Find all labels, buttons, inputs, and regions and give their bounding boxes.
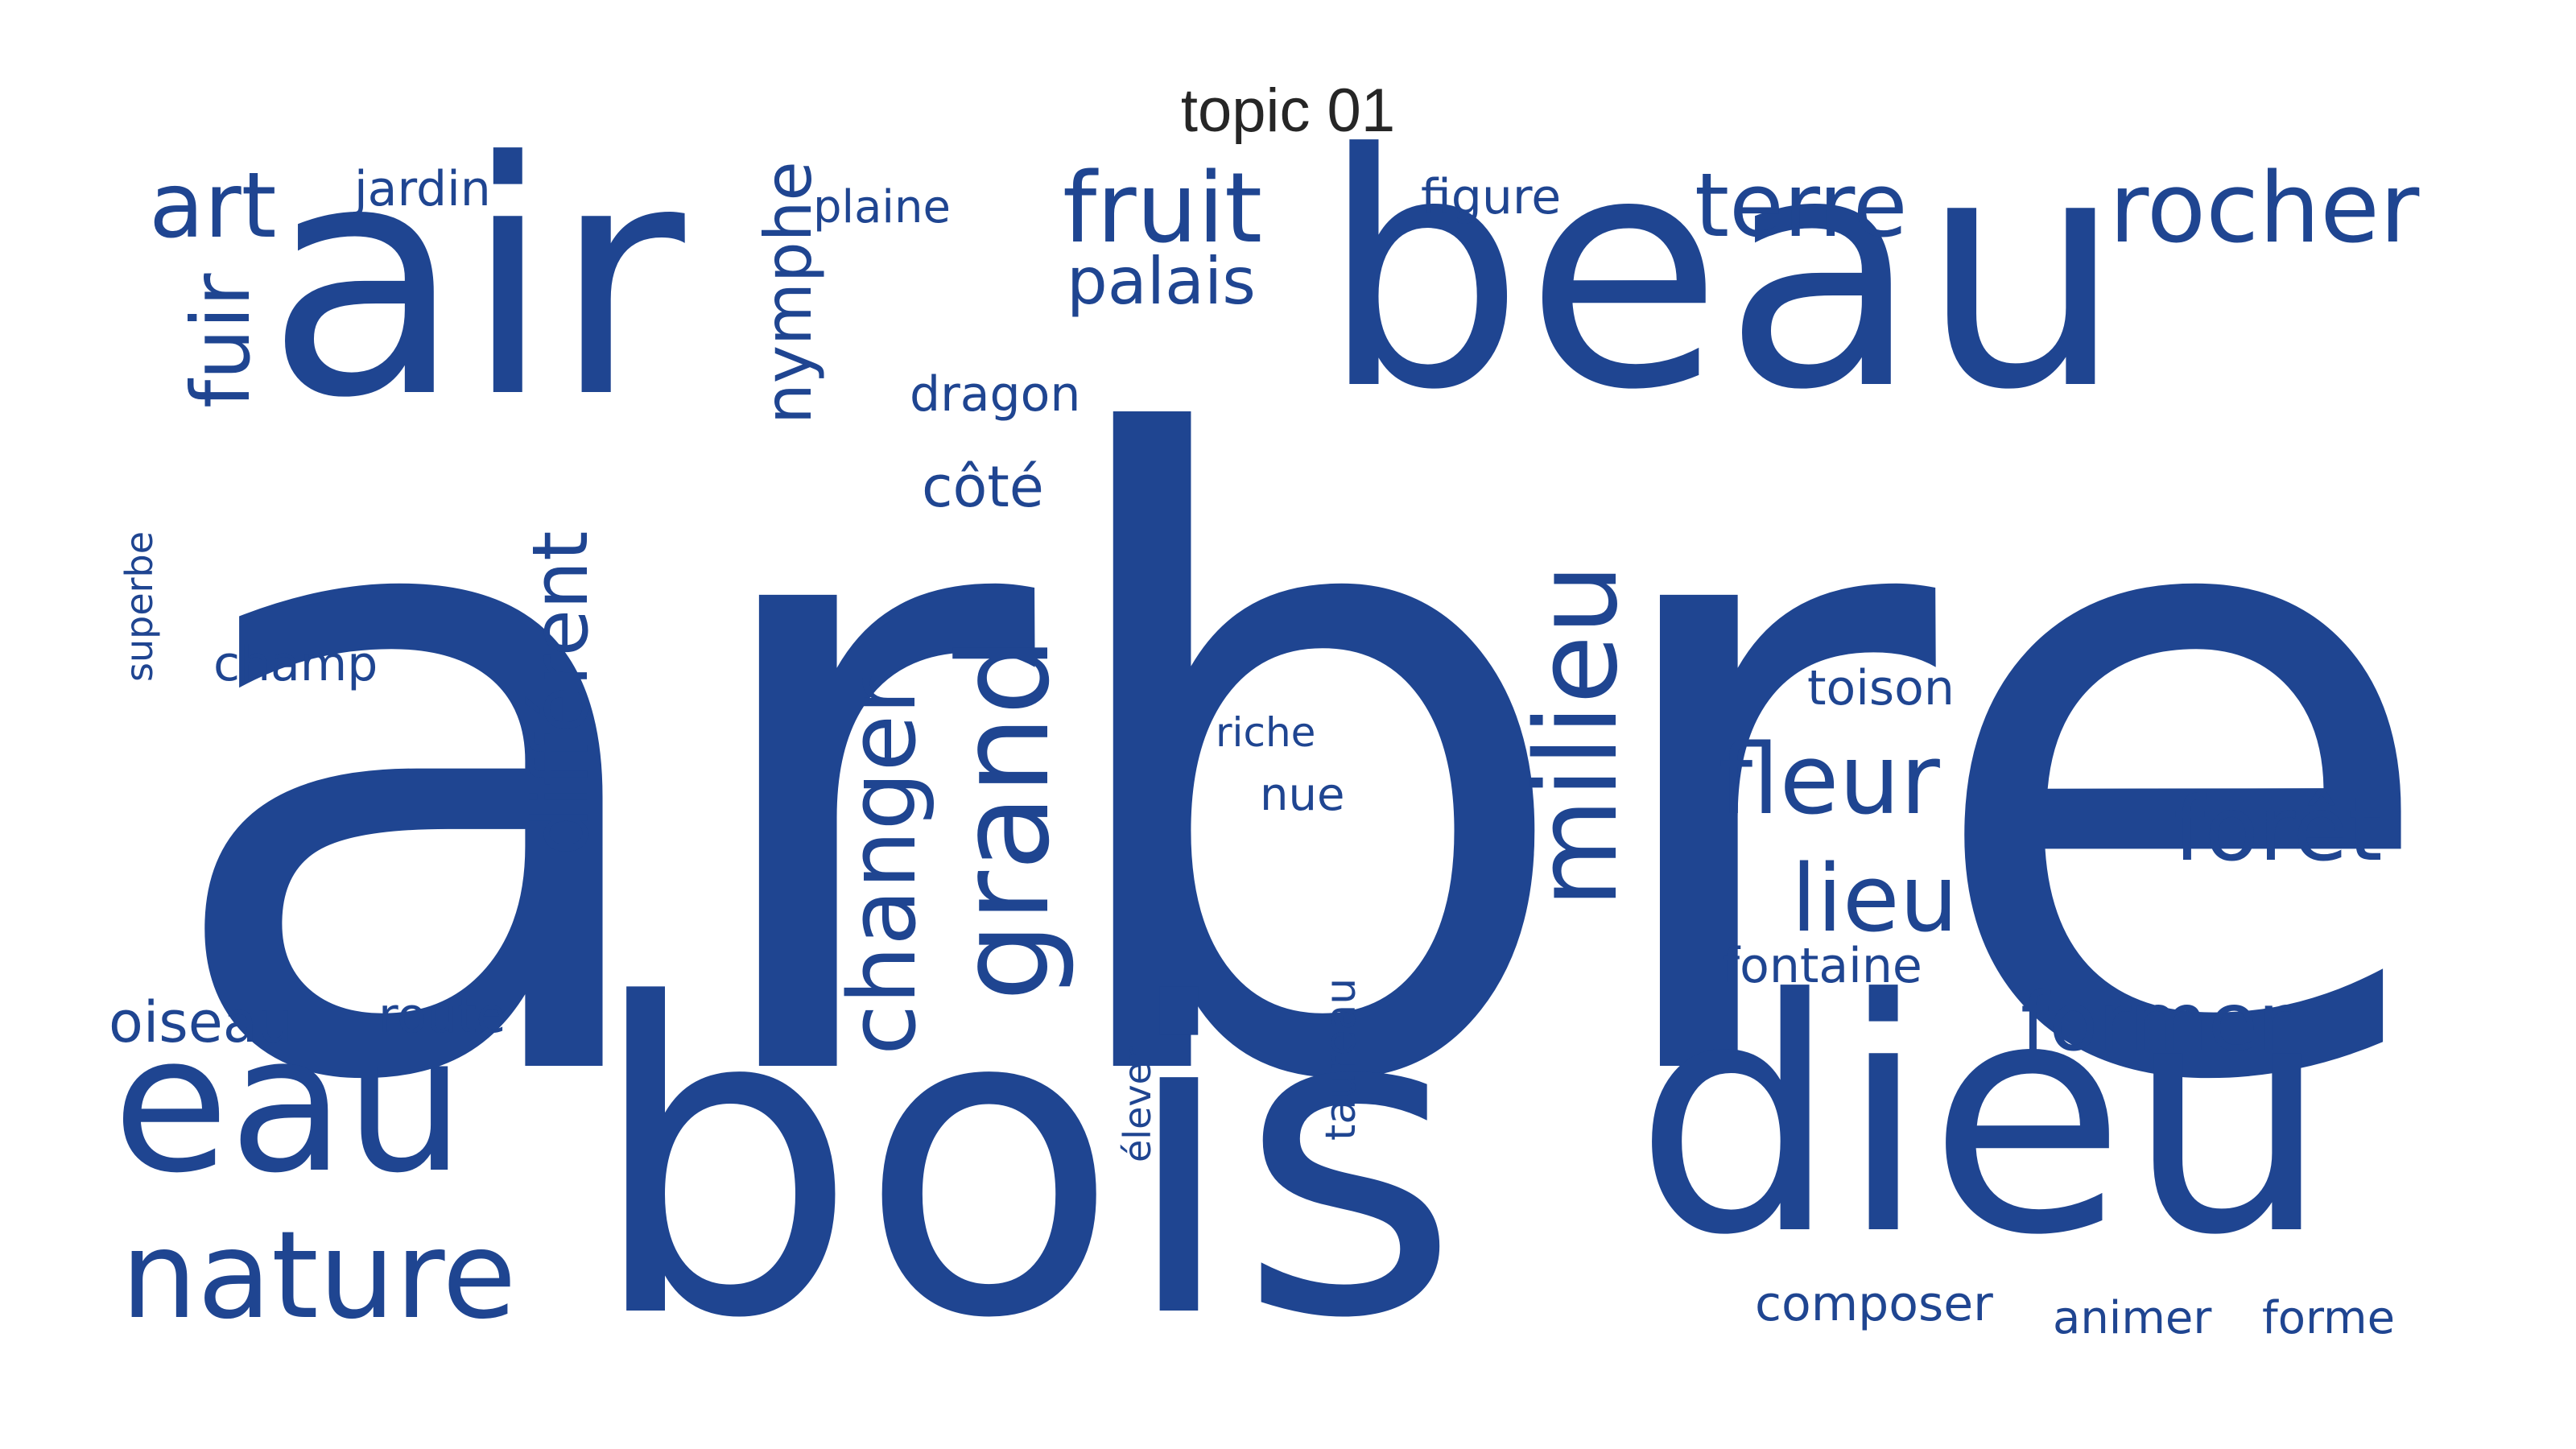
word-côté: côté — [922, 454, 1044, 520]
word-palais: palais — [1067, 244, 1256, 319]
word-forme: forme — [2262, 1292, 2396, 1344]
word-riche: riche — [1216, 709, 1316, 756]
word-nue: nue — [1260, 769, 1345, 821]
word-lieu: lieu — [1791, 845, 1959, 953]
figure-title: topic 01 — [1180, 76, 1396, 145]
word-eau: eau — [113, 995, 465, 1215]
word-oiseau: oiseau — [109, 989, 294, 1055]
word-milieu: milieu — [1512, 564, 1643, 908]
word-arbre: arbre — [153, 267, 2447, 1269]
word-plaine: plaine — [813, 181, 951, 233]
word-figure: figure — [1421, 169, 1562, 225]
word-beau: beau — [1320, 86, 2124, 460]
word-art: art — [149, 154, 277, 258]
word-route: route — [378, 988, 506, 1044]
word-fontaine: fontaine — [1723, 938, 1922, 994]
word-animer: animer — [2053, 1292, 2212, 1344]
word-former: former — [2021, 975, 2291, 1069]
word-bois: bois — [588, 914, 1461, 1411]
word-dragon: dragon — [910, 366, 1081, 423]
word-nature: nature — [121, 1206, 517, 1346]
word-rocher: rocher — [2109, 153, 2420, 265]
word-composer: composer — [1755, 1276, 1993, 1332]
word-changer: changer — [829, 676, 937, 1055]
word-jardin: jardin — [354, 161, 491, 217]
word-toison: toison — [1807, 660, 1955, 716]
word-fuir: fuir — [174, 273, 268, 408]
word-forêt: forêt — [2174, 778, 2383, 881]
word-terre: terre — [1695, 154, 1908, 257]
word-taureau: taureau — [1317, 977, 1365, 1141]
word-dieu: dieu — [1634, 931, 2330, 1306]
word-air: air — [266, 94, 685, 469]
word-élever: élever — [1116, 1046, 1159, 1162]
word-différent: différent — [517, 530, 605, 856]
word-superbe: superbe — [118, 530, 161, 682]
word-fruit: fruit — [1063, 153, 1263, 265]
word-fleur: fleur — [1719, 724, 1940, 836]
word-grand: grand — [931, 636, 1077, 1001]
word-champ: champ — [213, 636, 378, 692]
word-nymphe: nymphe — [751, 161, 826, 424]
